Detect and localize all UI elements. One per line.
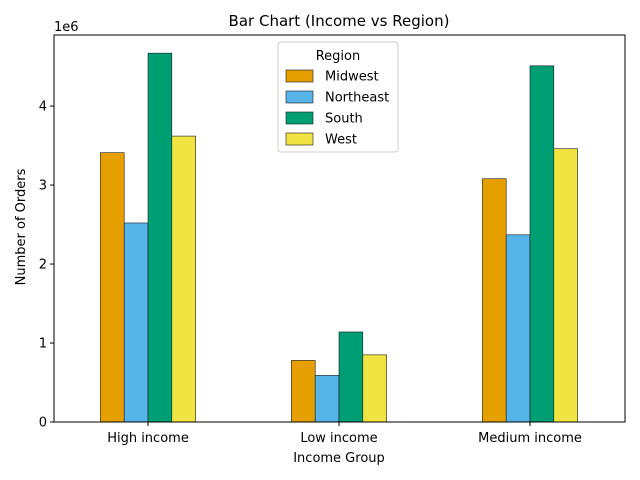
bars-group — [100, 52, 578, 423]
bar-west-low-income — [362, 354, 387, 423]
chart-title: Bar Chart (Income vs Region) — [229, 12, 450, 30]
y-tick-label: 2 — [39, 258, 47, 273]
bar-south-high-income — [147, 52, 173, 423]
bar-midwest-high-income — [100, 152, 125, 423]
y-tick-label: 0 — [39, 416, 47, 431]
legend-label-northeast: Northeast — [325, 91, 389, 106]
y-axis-title: Number of Orders — [14, 168, 29, 285]
x-tick-label: Low income — [300, 431, 377, 446]
y-axis-offset-label: 1e6 — [54, 20, 79, 35]
bar-northeast-medium-income — [505, 234, 531, 423]
x-tick-label: High income — [107, 431, 189, 446]
bar-south-low-income — [338, 331, 364, 423]
legend-label-midwest: Midwest — [325, 70, 379, 85]
y-tick-label: 3 — [39, 179, 47, 194]
legend-swatch-south — [285, 111, 314, 125]
legend-title: Region — [316, 49, 361, 64]
bar-midwest-low-income — [291, 360, 316, 423]
bar-midwest-medium-income — [482, 178, 507, 423]
legend-swatch-west — [285, 132, 314, 146]
legend-label-south: South — [325, 112, 363, 127]
legend: Region Midwest Northeast South West — [277, 41, 399, 153]
y-tick-label: 4 — [39, 100, 47, 115]
legend-swatch-northeast — [285, 90, 314, 104]
legend-frame — [277, 41, 399, 153]
axes-group: 0 1 2 3 4 High income Low income Medium income — [39, 34, 626, 446]
x-tick-label: Medium income — [478, 431, 582, 446]
y-tick-label: 1 — [39, 337, 47, 352]
x-axis-title: Income Group — [293, 451, 385, 466]
legend-label-west: West — [325, 133, 357, 148]
bar-northeast-low-income — [314, 375, 340, 423]
bar-west-high-income — [171, 135, 196, 423]
bar-northeast-high-income — [123, 222, 149, 423]
bar-south-medium-income — [529, 65, 555, 423]
legend-swatch-midwest — [285, 69, 314, 83]
bar-west-medium-income — [553, 148, 578, 423]
